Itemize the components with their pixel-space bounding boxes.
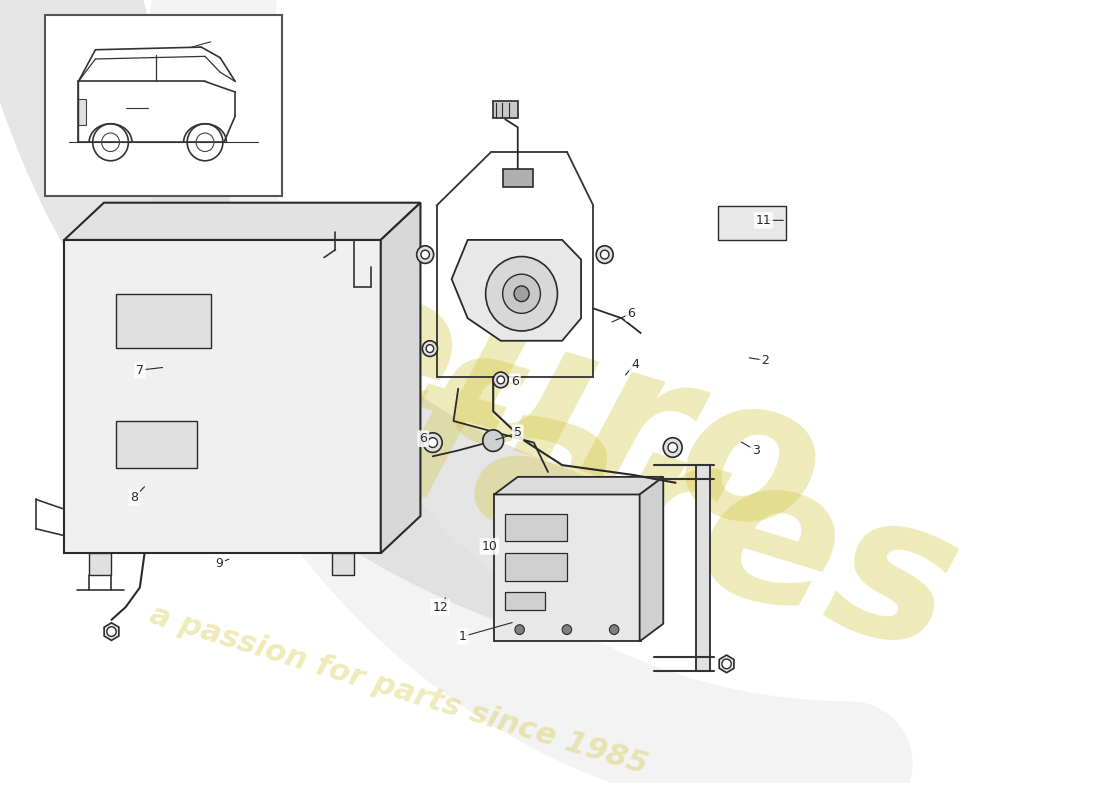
Bar bbox=[718, 206, 786, 240]
Circle shape bbox=[485, 257, 558, 331]
Bar bbox=[89, 554, 111, 574]
Circle shape bbox=[497, 376, 505, 384]
Text: 6: 6 bbox=[419, 432, 427, 445]
Bar bbox=[506, 514, 566, 542]
Text: 2: 2 bbox=[761, 354, 769, 367]
Bar bbox=[117, 421, 197, 468]
Text: 9: 9 bbox=[216, 557, 223, 570]
Text: 12: 12 bbox=[432, 601, 448, 614]
Circle shape bbox=[483, 430, 504, 451]
Circle shape bbox=[722, 659, 732, 669]
Polygon shape bbox=[64, 240, 381, 554]
Bar bbox=[494, 494, 640, 642]
Polygon shape bbox=[452, 240, 581, 341]
Bar bbox=[506, 554, 566, 581]
Circle shape bbox=[503, 274, 540, 314]
Circle shape bbox=[493, 372, 508, 388]
Text: 5: 5 bbox=[514, 426, 521, 439]
Circle shape bbox=[514, 286, 529, 302]
Polygon shape bbox=[381, 202, 420, 554]
Bar bbox=[493, 101, 518, 118]
Text: 8: 8 bbox=[130, 491, 139, 504]
Polygon shape bbox=[719, 655, 734, 673]
Text: 6: 6 bbox=[512, 375, 519, 388]
Text: 1: 1 bbox=[459, 630, 466, 643]
Polygon shape bbox=[104, 622, 119, 640]
Circle shape bbox=[668, 442, 678, 452]
Text: 10: 10 bbox=[482, 540, 497, 553]
Circle shape bbox=[107, 626, 117, 637]
Bar bbox=[117, 294, 211, 348]
Circle shape bbox=[426, 345, 433, 353]
Bar bbox=[696, 465, 710, 670]
Text: 7: 7 bbox=[135, 364, 144, 377]
Circle shape bbox=[601, 250, 609, 259]
Circle shape bbox=[422, 341, 438, 357]
Text: 6: 6 bbox=[627, 307, 635, 320]
Text: a passion for parts since 1985: a passion for parts since 1985 bbox=[146, 601, 651, 780]
Polygon shape bbox=[64, 202, 420, 240]
Bar bbox=[331, 554, 354, 574]
Circle shape bbox=[609, 625, 619, 634]
Circle shape bbox=[424, 433, 442, 452]
Text: 3: 3 bbox=[752, 444, 760, 457]
Circle shape bbox=[663, 438, 682, 458]
Bar bbox=[45, 14, 282, 196]
Circle shape bbox=[515, 625, 525, 634]
Circle shape bbox=[428, 438, 438, 447]
Text: fares: fares bbox=[368, 341, 979, 697]
Bar bbox=[506, 593, 546, 610]
Text: 11: 11 bbox=[756, 214, 771, 227]
Circle shape bbox=[596, 246, 613, 263]
Bar bbox=[78, 98, 86, 125]
Text: 4: 4 bbox=[631, 358, 639, 370]
Polygon shape bbox=[494, 477, 663, 494]
Text: euro: euro bbox=[293, 242, 845, 580]
Circle shape bbox=[417, 246, 433, 263]
Circle shape bbox=[562, 625, 572, 634]
Circle shape bbox=[421, 250, 429, 259]
Polygon shape bbox=[639, 477, 663, 642]
Bar bbox=[503, 170, 532, 187]
